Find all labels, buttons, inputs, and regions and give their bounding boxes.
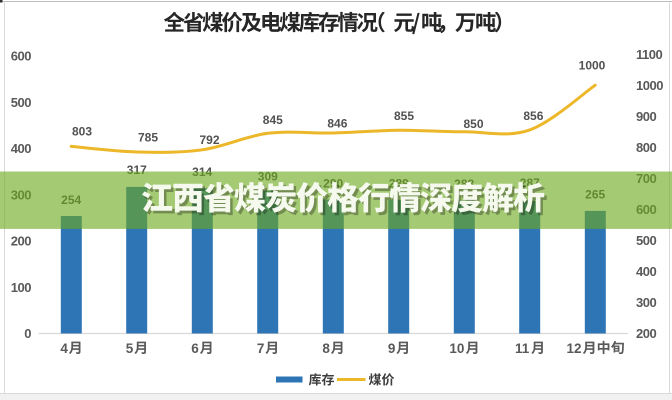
svg-text:200: 200 xyxy=(11,234,31,249)
svg-text:0: 0 xyxy=(24,326,31,341)
svg-text:9: 9 xyxy=(388,341,396,356)
svg-text:7: 7 xyxy=(257,341,265,356)
svg-text:1000: 1000 xyxy=(579,59,606,73)
svg-text:846: 846 xyxy=(327,117,347,131)
svg-text:10: 10 xyxy=(449,341,464,356)
svg-text:6: 6 xyxy=(191,341,199,356)
svg-text:856: 856 xyxy=(523,109,543,123)
svg-text:900: 900 xyxy=(636,109,656,124)
svg-text:4: 4 xyxy=(60,341,68,356)
svg-text:855: 855 xyxy=(394,109,414,123)
svg-text:300: 300 xyxy=(636,295,656,310)
svg-text:400: 400 xyxy=(11,141,31,156)
svg-text:5: 5 xyxy=(126,341,134,356)
svg-text:500: 500 xyxy=(11,95,31,110)
svg-text:800: 800 xyxy=(636,140,656,155)
svg-text:200: 200 xyxy=(636,326,656,341)
svg-text:400: 400 xyxy=(636,264,656,279)
svg-text:8: 8 xyxy=(322,341,330,356)
svg-text:850: 850 xyxy=(463,117,483,131)
svg-text:12: 12 xyxy=(567,341,582,356)
svg-text:792: 792 xyxy=(199,133,219,147)
svg-text:785: 785 xyxy=(138,130,158,144)
svg-text:1100: 1100 xyxy=(636,47,662,62)
svg-text:803: 803 xyxy=(72,124,92,138)
svg-text:600: 600 xyxy=(11,49,31,64)
svg-text:500: 500 xyxy=(636,233,656,248)
svg-text:1000: 1000 xyxy=(636,78,663,93)
svg-text:11: 11 xyxy=(515,341,530,356)
svg-text:100: 100 xyxy=(11,280,31,295)
svg-text:845: 845 xyxy=(263,113,283,127)
